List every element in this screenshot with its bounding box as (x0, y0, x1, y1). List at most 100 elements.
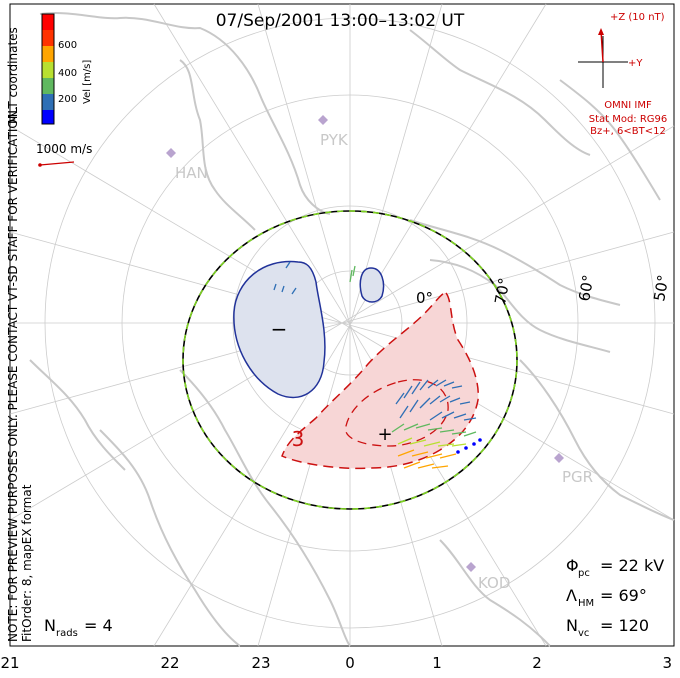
velocity-vectors (273, 261, 482, 469)
station-marker-pyk (318, 115, 328, 125)
phi-subscript: pc (578, 568, 590, 579)
mlt-tick-3: 3 (662, 654, 672, 672)
vector (439, 453, 457, 459)
vector (417, 463, 435, 469)
vector (411, 451, 429, 457)
colorbar-label: Vel [m/s] (82, 60, 93, 104)
vector (427, 427, 443, 431)
station-label-han: HAN (175, 164, 208, 182)
coast-canada-b (429, 259, 611, 353)
vector (285, 261, 291, 269)
scale-vector-label: 1000 m/s (36, 142, 92, 156)
cross-polar-potential: Φ pc = 22 kV (566, 556, 664, 579)
phi-value: = 22 kV (600, 556, 664, 575)
imf-source: OMNI IMF (604, 100, 652, 111)
vector (419, 379, 429, 391)
vector (399, 405, 409, 419)
mlt-tick-23: 23 (251, 654, 270, 672)
vector-origin (456, 450, 460, 454)
station-label-kod: KOD (478, 574, 510, 592)
vector (439, 395, 451, 403)
vector (403, 385, 413, 399)
colorbar-tick-400: 400 (58, 68, 77, 79)
mlt-tick-21: 21 (0, 654, 19, 672)
vector (431, 465, 449, 469)
coast-greenland-west (179, 59, 256, 231)
plot-frame (9, 3, 675, 647)
vector (453, 413, 467, 419)
vector-count: N vc = 120 (566, 616, 649, 639)
negative-cell (233, 260, 326, 399)
coordinates-label: MLT coordinates (6, 27, 20, 124)
vector (403, 461, 421, 469)
vector (425, 453, 443, 459)
colorbar-tick-600: 600 (58, 40, 77, 51)
vector-origin (472, 442, 476, 446)
nrads-symbol: N (44, 616, 56, 635)
colorbar-seg (42, 62, 54, 78)
coast-siberia (29, 359, 126, 471)
imf-model: Stat Mod: RG96 (589, 114, 668, 125)
coast-alaska (439, 539, 551, 647)
colorbar-seg (42, 46, 54, 62)
imf-condition: Bz+, 6<BT<12 (590, 126, 666, 137)
station-label-pyk: PYK (320, 131, 349, 149)
nrads-subscript: rads (56, 628, 78, 639)
imf-vector-head (598, 28, 604, 35)
vector (397, 449, 415, 457)
colorbar-seg (42, 78, 54, 94)
mlt-tick-22: 22 (160, 654, 179, 672)
vector-origin (478, 438, 482, 442)
vector (451, 385, 463, 389)
positive-cell-marker: + (377, 424, 392, 445)
vector (395, 392, 405, 405)
vector (429, 411, 443, 421)
preview-note: NOTE: FOR PREVIEW PURPOSES ONLY. PLEASE … (6, 106, 20, 642)
vector (463, 417, 477, 421)
vector (397, 437, 413, 445)
vector (441, 411, 455, 419)
colorbar-seg (42, 94, 54, 110)
lat-label-60: 60° (575, 273, 597, 302)
vector (439, 429, 455, 433)
vector (427, 379, 439, 389)
lambda-value: = 69° (600, 586, 647, 605)
coast-northern-lands (409, 29, 591, 156)
lat-label-partial: 0° (416, 289, 433, 307)
figure-title: 07/Sep/2001 13:00–13:02 UT (216, 11, 465, 31)
vector (451, 431, 467, 435)
coast-hudson (519, 359, 675, 521)
imf-z-label: +Z (10 nT) (610, 12, 665, 23)
vector (429, 395, 441, 405)
stations (166, 115, 564, 572)
colorbar-seg (42, 110, 54, 124)
contour-value-label: 3 (292, 427, 305, 451)
vector (291, 287, 297, 295)
vector (451, 443, 467, 447)
vector (409, 439, 427, 445)
negative-cell-small (359, 267, 385, 303)
nvc-symbol: N (566, 616, 578, 635)
lambda-symbol: Λ (566, 586, 577, 605)
vector (463, 431, 477, 437)
vector (443, 381, 455, 387)
radar-count: N rads = 4 (44, 616, 113, 639)
vector (273, 283, 277, 291)
coastlines (29, 12, 675, 647)
vector (423, 441, 441, 447)
nrads-value: = 4 (84, 616, 113, 635)
coast-canada-a (409, 219, 621, 306)
imf-y-label: +Y (628, 58, 643, 69)
coordinate-grid (9, 3, 675, 647)
mlt-tick-2: 2 (532, 654, 542, 672)
scale-vector-line (39, 161, 75, 166)
vector-origin (464, 446, 468, 450)
velocity-colorbar (41, 13, 55, 125)
imf-vector (600, 29, 604, 63)
vector (449, 397, 461, 403)
station-marker-han (166, 148, 176, 158)
colorbar-outline (41, 13, 55, 125)
boundary-latitude: Λ HM = 69° (566, 586, 647, 609)
